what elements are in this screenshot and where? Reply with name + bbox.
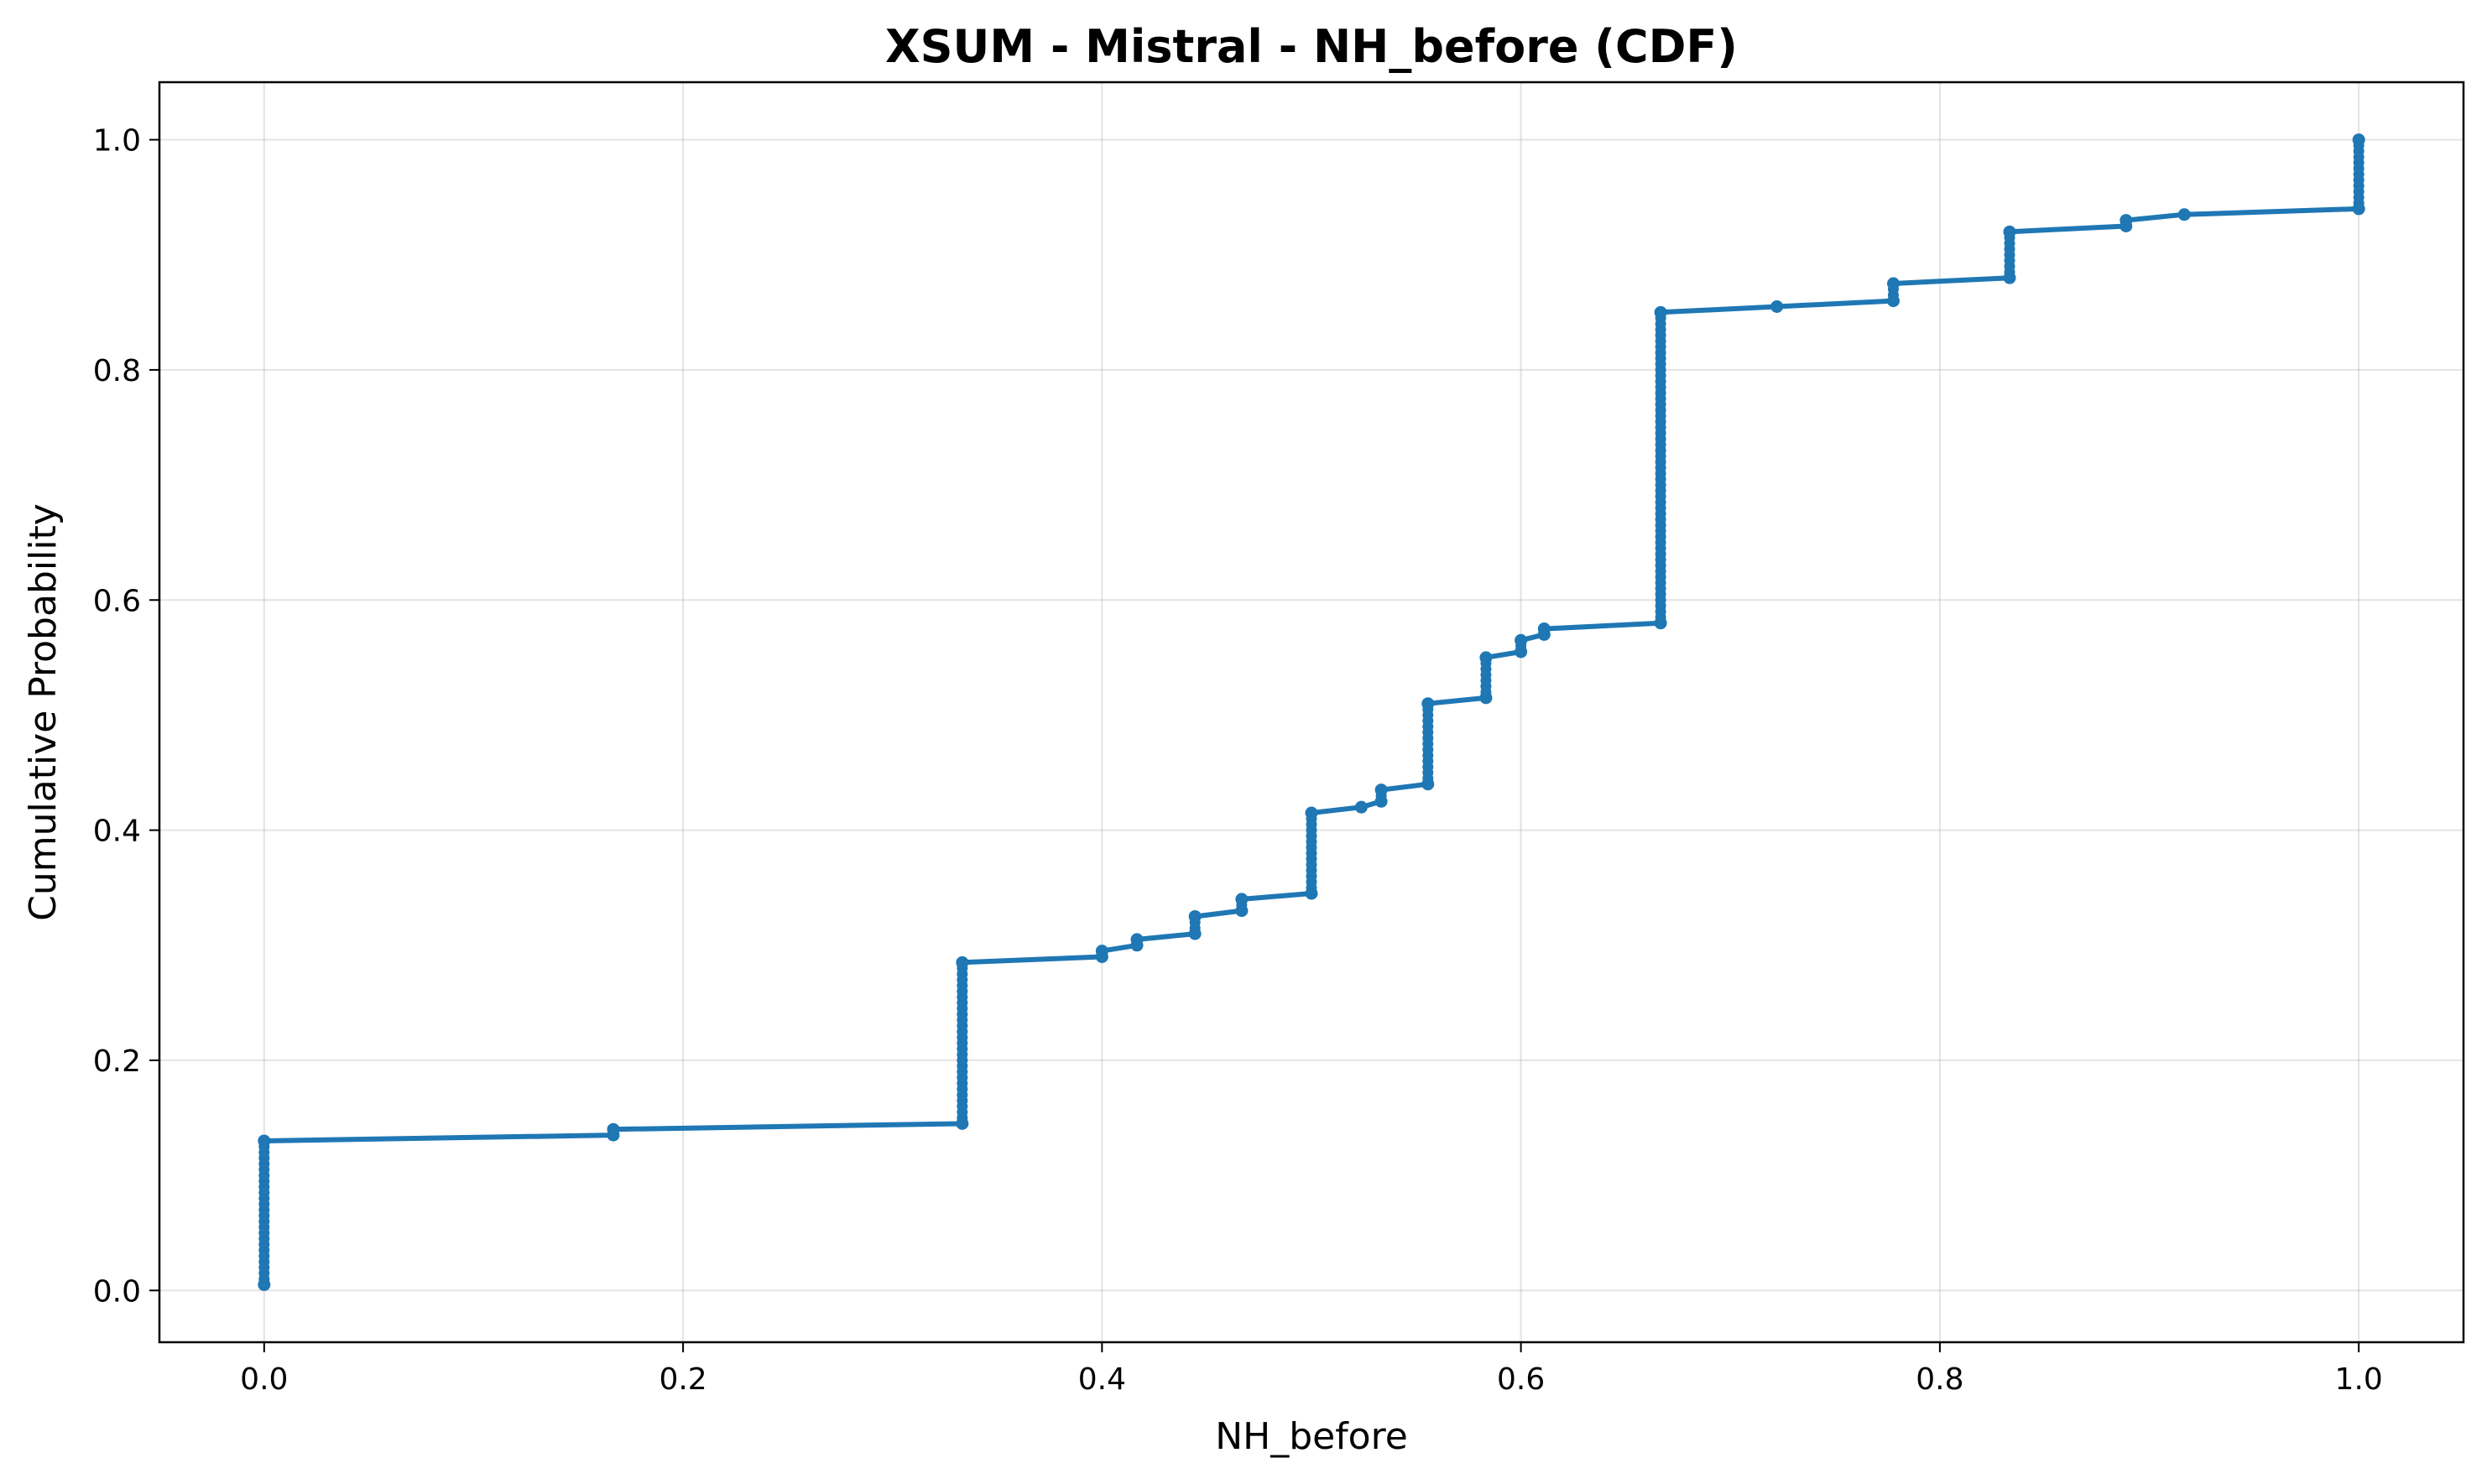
- cdf-point: [1479, 691, 1493, 705]
- x-tick-label: 0.8: [1916, 1362, 1963, 1397]
- series-layer: [258, 133, 2365, 1291]
- cdf-point: [2352, 202, 2365, 216]
- y-tick-label: 0.8: [93, 354, 141, 388]
- cdf-point: [1188, 909, 1202, 923]
- cdf-point: [1130, 933, 1144, 946]
- cdf-point: [2003, 225, 2016, 238]
- cdf-point: [956, 1117, 969, 1130]
- cdf-point: [1479, 651, 1493, 664]
- cdf-point: [1354, 800, 1368, 814]
- cdf-point: [956, 955, 969, 969]
- cdf-point: [1305, 806, 1318, 820]
- chart-title: XSUM - Mistral - NH_before (CDF): [885, 20, 1738, 73]
- cdf-point: [1235, 893, 1249, 906]
- y-tick-label: 0.2: [93, 1044, 141, 1079]
- cdf-point: [1515, 645, 1528, 659]
- cdf-point: [1305, 887, 1318, 900]
- y-tick-label: 0.0: [93, 1274, 141, 1309]
- x-tick-label: 0.0: [240, 1362, 288, 1397]
- cdf-point: [1421, 697, 1435, 711]
- cdf-point: [258, 1134, 271, 1148]
- x-tick-label: 0.4: [1078, 1362, 1126, 1397]
- cdf-point: [1770, 299, 1784, 313]
- y-tick-label: 1.0: [93, 124, 141, 159]
- cdf-point: [2352, 133, 2365, 147]
- cdf-point: [1095, 945, 1108, 958]
- axis-ticks: 0.0 0.2 0.4 0.6 0.8 1.0 0.0 0.2 0.4 0.6 0.8 1.0: [93, 124, 2383, 1397]
- cdf-point: [1515, 633, 1528, 647]
- cdf-point: [1374, 794, 1388, 808]
- y-axis-label: Cumulative Probability: [22, 503, 65, 921]
- cdf-point: [1886, 294, 1900, 308]
- cdf-point: [2177, 208, 2191, 221]
- x-tick-label: 1.0: [2335, 1362, 2383, 1397]
- cdf-point: [1235, 904, 1249, 918]
- x-tick-label: 0.6: [1497, 1362, 1545, 1397]
- cdf-point: [1654, 305, 1667, 319]
- cdf-point: [2119, 214, 2133, 227]
- x-tick-label: 0.2: [659, 1362, 706, 1397]
- cdf-point: [1537, 622, 1551, 636]
- cdf-point: [1886, 277, 1900, 290]
- x-axis-label: NH_before: [1215, 1415, 1408, 1458]
- cdf-point: [1654, 617, 1667, 630]
- plot-frame: [158, 81, 2465, 1344]
- y-tick-label: 0.6: [93, 584, 141, 618]
- cdf-point: [1421, 778, 1435, 791]
- cdf-point: [258, 1278, 271, 1291]
- cdf-point: [1188, 927, 1202, 940]
- cdf-point: [607, 1122, 620, 1136]
- cdf-point: [2003, 271, 2016, 284]
- cdf-point: [1374, 784, 1388, 797]
- y-tick-label: 0.4: [93, 815, 141, 849]
